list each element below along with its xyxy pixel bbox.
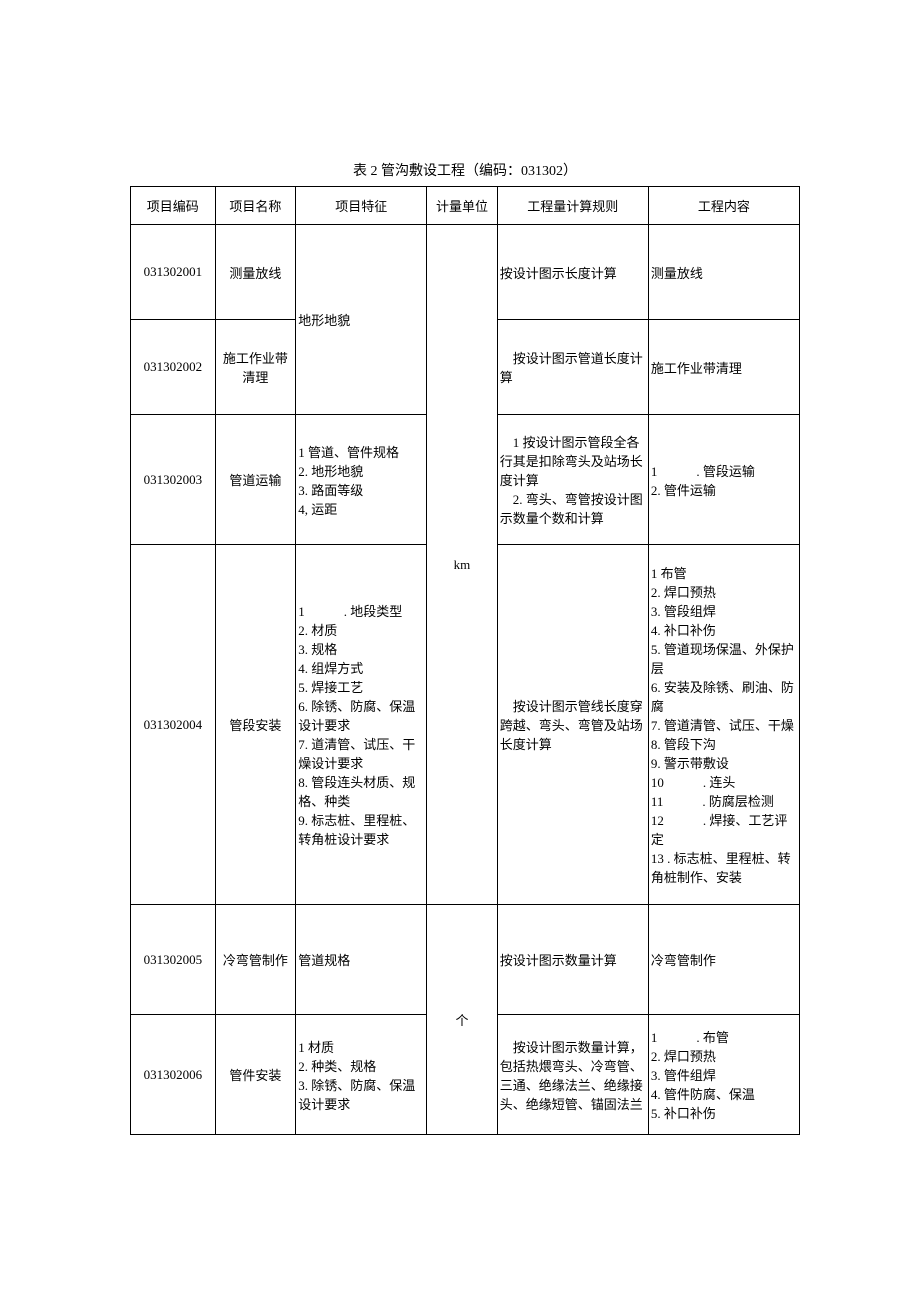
cell-name: 管件安装 (215, 1015, 296, 1135)
header-rule: 工程量计算规则 (497, 187, 648, 225)
cell-name: 冷弯管制作 (215, 905, 296, 1015)
cell-feature: 1 管道、管件规格2. 地形地貌3. 路面等级4, 运距 (296, 415, 427, 545)
cell-content: 施工作业带清理 (648, 320, 799, 415)
cell-code: 031302005 (131, 905, 216, 1015)
cell-content: 1 布管2. 焊口预热3. 管段组焊4. 补口补伤5. 管道现场保温、外保护层6… (648, 545, 799, 905)
cell-rule: 按设计图示数量计算 (497, 905, 648, 1015)
header-content: 工程内容 (648, 187, 799, 225)
cell-name: 管段安装 (215, 545, 296, 905)
cell-rule: 按设计图示管线长度穿跨越、弯头、弯管及站场长度计算 (497, 545, 648, 905)
cell-content: 测量放线 (648, 225, 799, 320)
cell-content: 冷弯管制作 (648, 905, 799, 1015)
spec-table: 项目编码 项目名称 项目特征 计量单位 工程量计算规则 工程内容 0313020… (130, 186, 800, 1135)
cell-rule: 按设计图示长度计算 (497, 225, 648, 320)
header-feature: 项目特征 (296, 187, 427, 225)
cell-name: 测量放线 (215, 225, 296, 320)
table-title: 表 2 管沟敷设工程（编码：031302） (130, 160, 800, 180)
cell-code: 031302002 (131, 320, 216, 415)
cell-code: 031302006 (131, 1015, 216, 1135)
cell-content: 1 . 管段运输2. 管件运输 (648, 415, 799, 545)
cell-rule: 1 按设计图示管段全各行其是扣除弯头及站场长度计算 2. 弯头、弯管按设计图示数… (497, 415, 648, 545)
cell-rule: 按设计图示数量计算，包括热煨弯头、冷弯管、三通、绝缘法兰、绝缘接头、绝缘短管、锚… (497, 1015, 648, 1135)
cell-unit: 个 (427, 905, 498, 1135)
cell-feature: 地形地貌 (296, 225, 427, 415)
cell-feature: 1 . 地段类型2. 材质3. 规格4. 组焊方式5. 焊接工艺6. 除锈、防腐… (296, 545, 427, 905)
header-name: 项目名称 (215, 187, 296, 225)
cell-content: 1 . 布管2. 焊口预热3. 管件组焊4. 管件防腐、保温5. 补口补伤 (648, 1015, 799, 1135)
cell-code: 031302004 (131, 545, 216, 905)
cell-unit: km (427, 225, 498, 905)
cell-code: 031302001 (131, 225, 216, 320)
cell-feature: 管道规格 (296, 905, 427, 1015)
header-row: 项目编码 项目名称 项目特征 计量单位 工程量计算规则 工程内容 (131, 187, 800, 225)
cell-feature: 1 材质2. 种类、规格3. 除锈、防腐、保温设计要求 (296, 1015, 427, 1135)
table-row: 031302005 冷弯管制作 管道规格 个 按设计图示数量计算 冷弯管制作 (131, 905, 800, 1015)
table-row: 031302001 测量放线 地形地貌 km 按设计图示长度计算 测量放线 (131, 225, 800, 320)
header-unit: 计量单位 (427, 187, 498, 225)
cell-name: 管道运输 (215, 415, 296, 545)
cell-rule: 按设计图示管道长度计算 (497, 320, 648, 415)
header-code: 项目编码 (131, 187, 216, 225)
cell-name: 施工作业带清理 (215, 320, 296, 415)
cell-code: 031302003 (131, 415, 216, 545)
